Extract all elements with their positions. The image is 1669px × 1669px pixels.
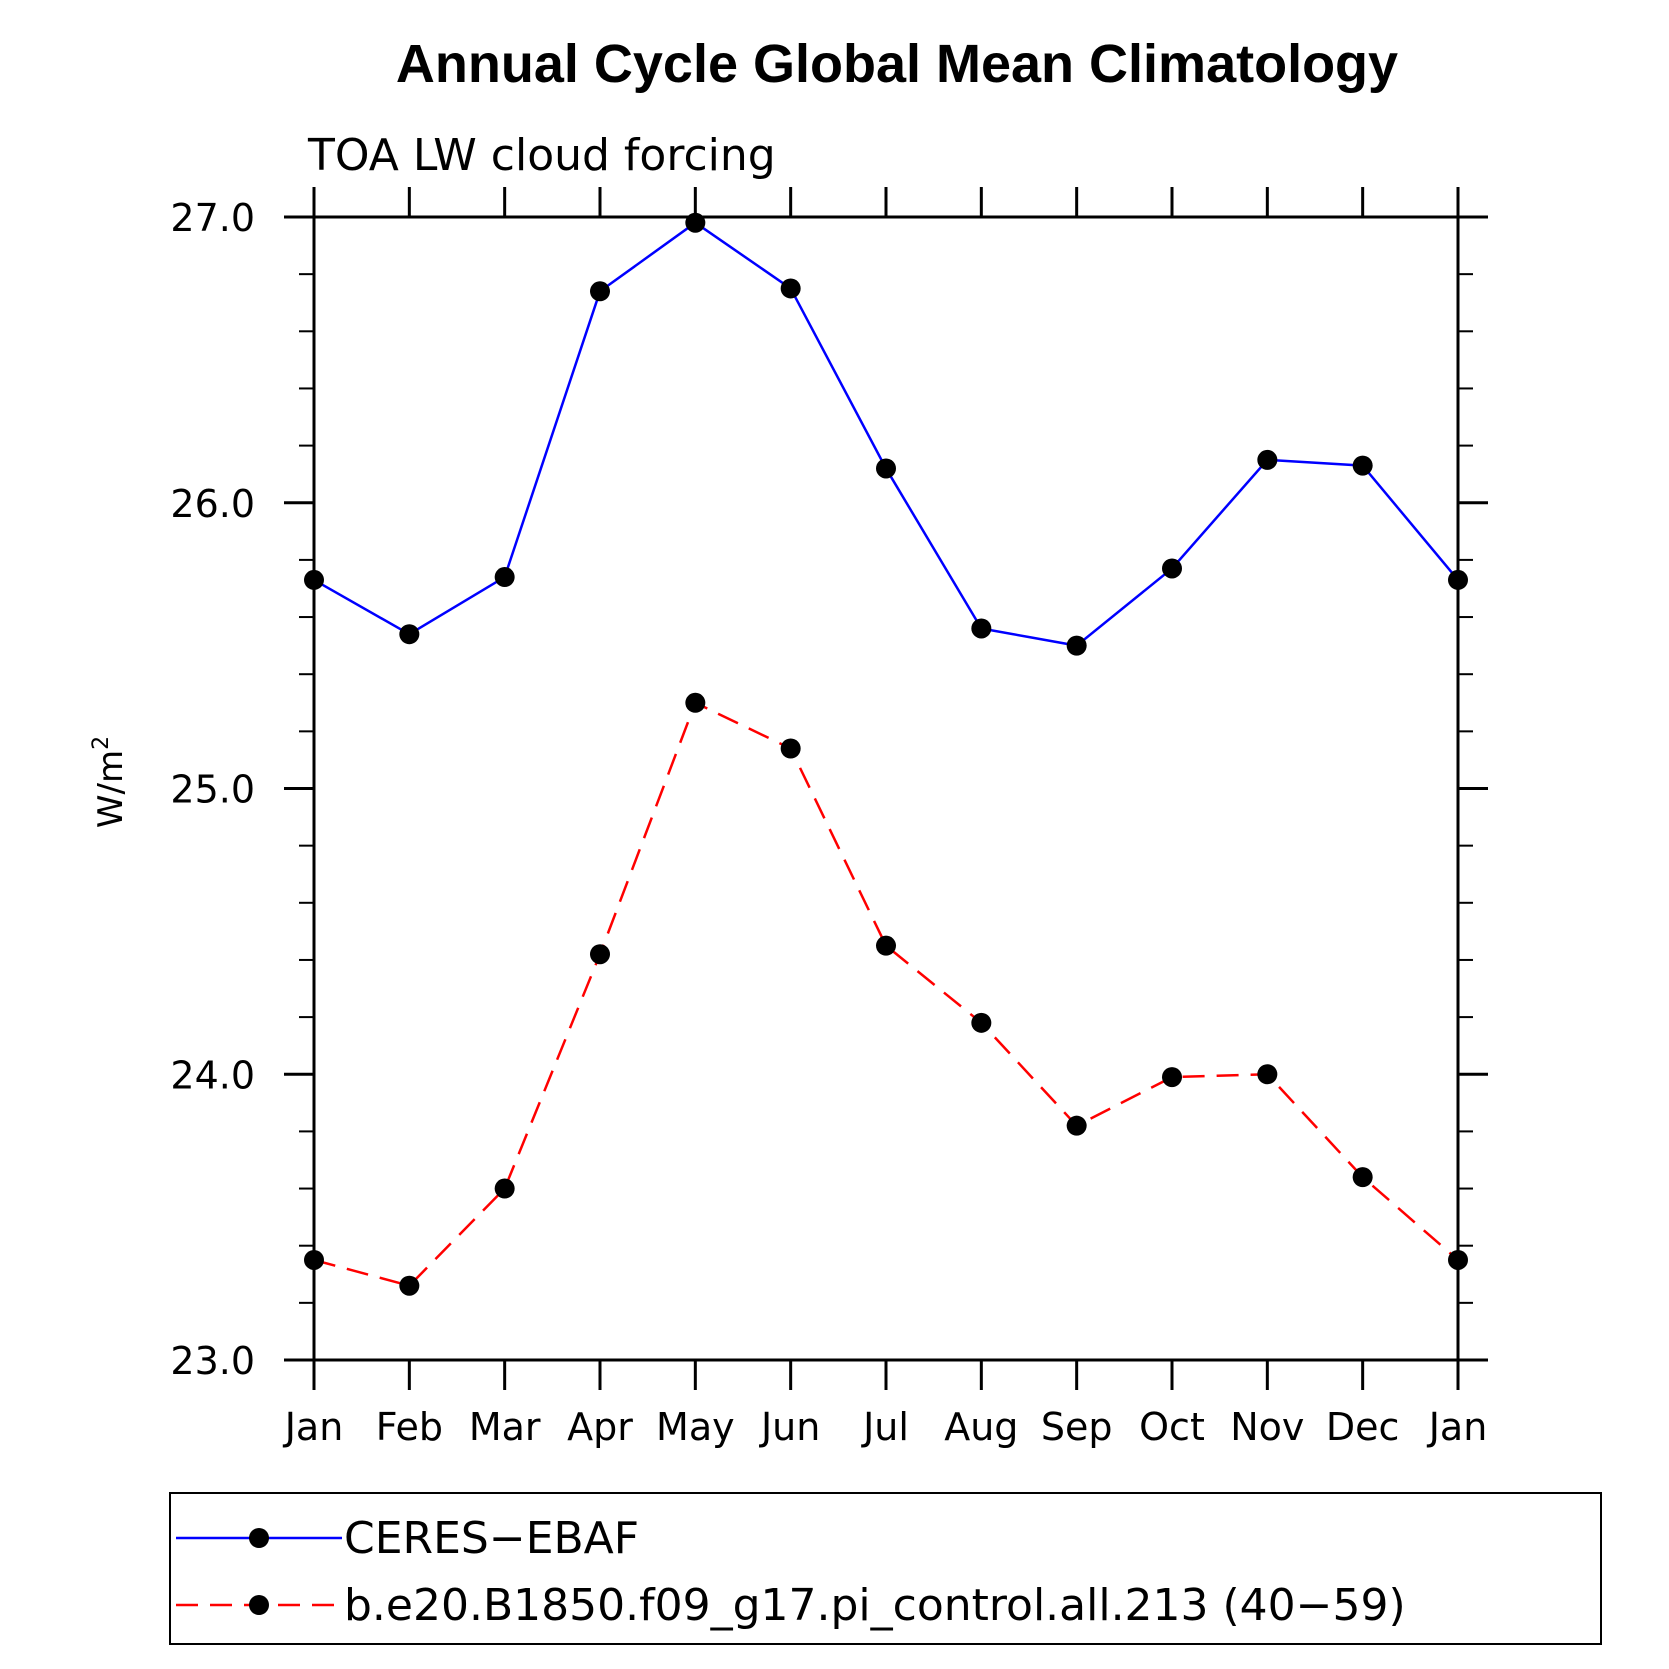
series-line [313, 701, 1459, 1288]
legend-label: CERES−EBAF [344, 1513, 639, 1564]
data-point [1162, 558, 1182, 579]
series-2 [304, 692, 1468, 1296]
data-point [1448, 569, 1468, 590]
legend: CERES−EBAF b.e20.B1850.f09_g17.pi_control… [169, 1492, 1602, 1645]
data-point [780, 738, 801, 759]
data-point [494, 1178, 515, 1199]
y-tick-labels: 23.0 24.0 25.0 26.0 27.0 [170, 196, 255, 1383]
series-1 [304, 212, 1468, 656]
x-tick-label: Jun [759, 1405, 820, 1449]
y-tick-label: 24.0 [170, 1053, 255, 1097]
data-point [971, 1012, 992, 1033]
legend-box [169, 1492, 1602, 1645]
x-tick-label: Nov [1230, 1405, 1304, 1449]
legend-marker [249, 1595, 269, 1615]
y-axis-label: W/m2 [89, 736, 131, 828]
data-point [304, 569, 324, 590]
y-axis-label-text: W/m [91, 750, 131, 828]
y-tick-label: 27.0 [170, 196, 255, 240]
legend-item: b.e20.B1850.f09_g17.pi_control.all.213 (… [176, 1580, 1406, 1631]
series-line [313, 221, 1459, 647]
chart-subtitle: TOA LW cloud forcing [307, 130, 776, 181]
x-tick-label: Aug [944, 1405, 1018, 1449]
y-tick-label: 25.0 [170, 768, 255, 812]
y-axis-label-superscript: 2 [89, 736, 114, 750]
legend-items: CERES−EBAF b.e20.B1850.f09_g17.pi_control… [176, 1513, 1406, 1631]
data-point [1448, 1249, 1468, 1270]
data-point [876, 935, 896, 956]
y-tick-label: 26.0 [170, 482, 255, 526]
data-point [590, 281, 610, 302]
chart-title: Annual Cycle Global Mean Climatology [396, 34, 1398, 94]
x-tick-label: Jan [1427, 1405, 1488, 1449]
legend-marker [249, 1528, 269, 1548]
x-tick-label: Mar [469, 1405, 541, 1449]
data-point [399, 624, 420, 645]
plot-frame [312, 215, 1460, 1362]
data-point [1352, 1167, 1373, 1188]
data-point [590, 944, 610, 965]
data-point [399, 1275, 420, 1296]
legend-item: CERES−EBAF [176, 1513, 639, 1564]
data-point [685, 692, 706, 713]
x-tick-labels: Jan Feb Mar Apr May Jun Jul Aug Sep Oct Nov Dec Jan [283, 1405, 1488, 1449]
data-point [685, 212, 706, 233]
data-point [1352, 455, 1373, 476]
data-point [494, 567, 515, 588]
x-tick-label: Jul [861, 1405, 909, 1449]
data-point [1257, 449, 1278, 470]
data-point [1162, 1067, 1182, 1088]
x-tick-label: Apr [567, 1405, 633, 1449]
data-point [876, 458, 896, 479]
data-point [971, 618, 992, 639]
x-tick-label: Dec [1326, 1405, 1400, 1449]
x-tick-label: Feb [376, 1405, 443, 1449]
x-tick-label: May [656, 1405, 735, 1449]
x-tick-label: Oct [1139, 1405, 1205, 1449]
x-tick-label: Sep [1041, 1405, 1113, 1449]
data-point [304, 1249, 324, 1270]
axis-ticks [284, 187, 1488, 1390]
data-point [780, 278, 801, 299]
series-layer [304, 212, 1468, 1296]
y-tick-label: 23.0 [170, 1339, 255, 1383]
legend-label: b.e20.B1850.f09_g17.pi_control.all.213 (… [344, 1580, 1406, 1631]
data-point [1066, 635, 1087, 656]
x-tick-label: Jan [283, 1405, 344, 1449]
svg-text:W/m2: W/m2 [89, 736, 131, 828]
data-point [1066, 1115, 1087, 1136]
data-point [1257, 1064, 1278, 1085]
